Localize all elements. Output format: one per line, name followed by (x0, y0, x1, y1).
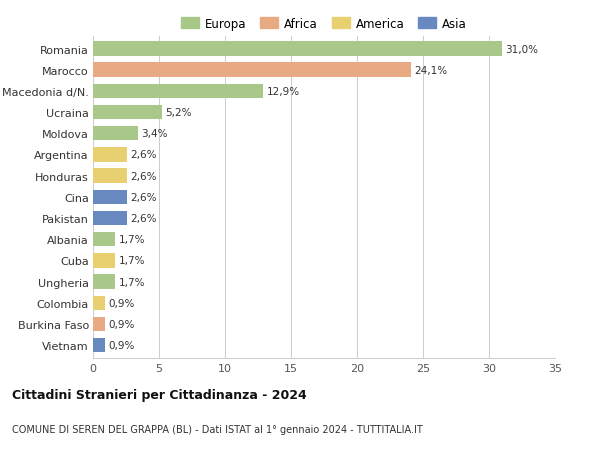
Bar (93, 169, 127, 184)
Text: 2,6%: 2,6% (131, 213, 157, 224)
Legend: Europa, Africa, America, Asia: Europa, Africa, America, Asia (179, 15, 469, 33)
Bar (93, 63, 411, 78)
Text: 0,9%: 0,9% (108, 298, 134, 308)
Bar (93, 84, 263, 99)
Text: COMUNE DI SEREN DEL GRAPPA (BL) - Dati ISTAT al 1° gennaio 2024 - TUTTITALIA.IT: COMUNE DI SEREN DEL GRAPPA (BL) - Dati I… (12, 425, 423, 435)
Bar (93, 232, 115, 247)
Bar (93, 106, 161, 120)
Text: 5,2%: 5,2% (165, 108, 191, 118)
Bar (93, 127, 138, 141)
Text: 24,1%: 24,1% (415, 66, 448, 76)
Bar (93, 148, 127, 162)
Text: 3,4%: 3,4% (141, 129, 167, 139)
Text: 2,6%: 2,6% (131, 150, 157, 160)
Bar (93, 253, 115, 268)
Bar (93, 317, 105, 331)
Text: 2,6%: 2,6% (131, 171, 157, 181)
Bar (93, 211, 127, 226)
Text: 31,0%: 31,0% (505, 45, 539, 55)
Text: 1,7%: 1,7% (119, 256, 145, 266)
Bar (93, 275, 115, 289)
Text: Cittadini Stranieri per Cittadinanza - 2024: Cittadini Stranieri per Cittadinanza - 2… (12, 388, 307, 401)
Text: 0,9%: 0,9% (108, 319, 134, 329)
Bar (93, 338, 105, 353)
Text: 2,6%: 2,6% (131, 192, 157, 202)
Text: 0,9%: 0,9% (108, 340, 134, 350)
Bar (93, 296, 105, 310)
Bar (93, 190, 127, 205)
Text: 1,7%: 1,7% (119, 235, 145, 245)
Text: 1,7%: 1,7% (119, 277, 145, 287)
Text: 12,9%: 12,9% (266, 87, 300, 97)
Bar (93, 42, 502, 56)
